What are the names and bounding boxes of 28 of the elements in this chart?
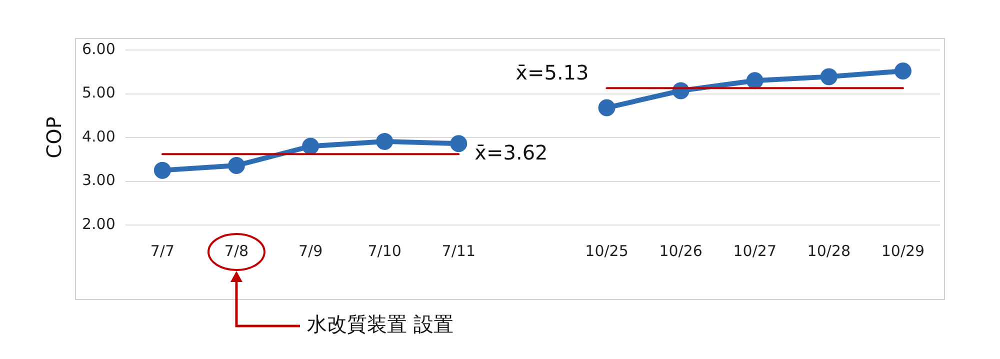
point <box>598 99 616 116</box>
x-tick-label: 10/28 <box>807 242 851 260</box>
point <box>820 68 838 86</box>
series-label: x̄=5.13 <box>516 60 589 84</box>
point <box>154 162 171 179</box>
point <box>894 62 912 80</box>
point <box>376 132 394 150</box>
x-tick-label: 10/27 <box>733 242 776 260</box>
point <box>746 72 764 90</box>
y-axis-title: COP <box>42 116 66 158</box>
y-tick-label: 2.00 <box>82 214 116 233</box>
x-tick-label: 10/26 <box>659 242 702 260</box>
x-tick-label: 10/25 <box>585 242 628 260</box>
x-tick-label: 10/29 <box>881 242 925 260</box>
series-label: x̄=3.62 <box>474 140 548 164</box>
point <box>302 138 320 155</box>
y-tick-label: 5.00 <box>82 84 116 102</box>
text: 水改質装置 設置 <box>307 312 454 336</box>
point <box>450 135 468 152</box>
x-tick-label: 7/7 <box>150 242 174 260</box>
y-tick-label: 4.00 <box>82 127 116 146</box>
x-tick-label: 7/11 <box>442 242 476 260</box>
x-tick-label: 7/10 <box>368 242 402 260</box>
x-tick-label: 7/8 <box>224 242 249 260</box>
y-tick-label: 3.00 <box>82 171 116 190</box>
point <box>228 157 245 174</box>
y-tick-label: 6.00 <box>82 40 116 58</box>
x-tick-label: 7/9 <box>298 242 323 260</box>
